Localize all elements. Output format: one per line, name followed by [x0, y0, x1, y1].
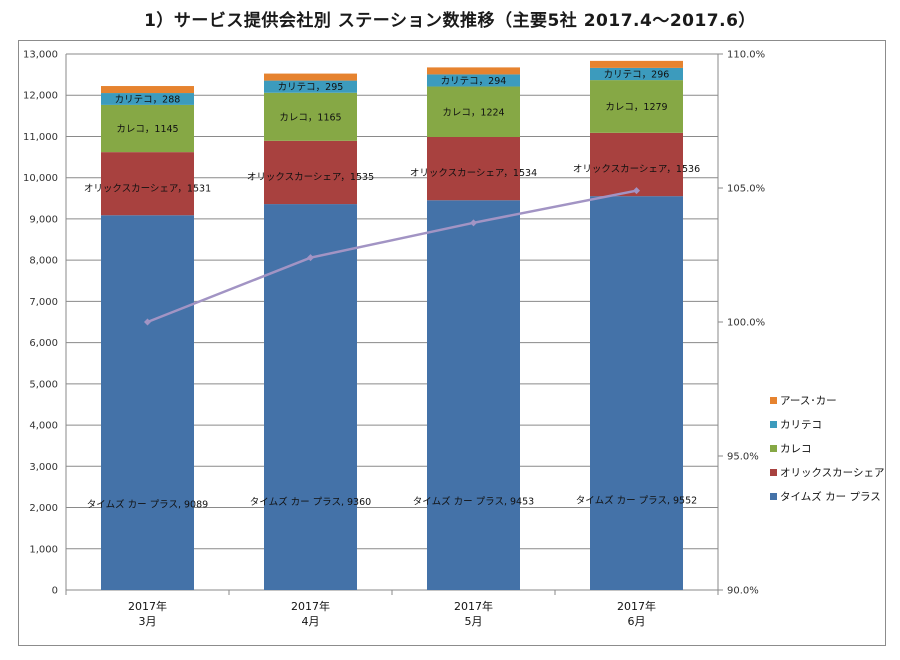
x-tick-label: 5月	[465, 615, 483, 628]
y-tick-label: 6,000	[29, 338, 58, 349]
bar-segment	[101, 215, 194, 590]
y-tick-label: 8,000	[29, 256, 58, 267]
legend-swatch	[770, 421, 777, 428]
legend-item: オリックスカーシェア	[780, 467, 884, 479]
growth-line-point	[633, 187, 640, 195]
bar-segment	[101, 104, 194, 153]
data-label: オリックスカーシェア，1534	[410, 168, 537, 179]
y-tick-label: 11,000	[23, 132, 58, 143]
legend-swatch	[770, 493, 777, 500]
y-tick-label: 9,000	[29, 214, 58, 225]
data-label: オリックスカーシェア，1535	[247, 172, 374, 183]
legend-item: タイムズ カー プラス	[780, 490, 881, 503]
bar-segment	[590, 196, 683, 590]
bar-segment	[427, 86, 520, 137]
bar-segment	[264, 80, 357, 93]
data-label: カリテコ，295	[278, 82, 344, 93]
y-tick-label: 3,000	[29, 462, 58, 473]
y-tick-label: 10,000	[23, 173, 58, 184]
data-label: オリックスカーシェア，1536	[573, 164, 700, 175]
x-tick-label: 6月	[628, 615, 646, 628]
data-label: カレコ，1145	[116, 124, 178, 135]
x-tick-label: 3月	[139, 615, 157, 628]
bar-segment	[427, 74, 520, 87]
data-label: カリテコ，296	[604, 69, 670, 80]
data-label: カリテコ，288	[115, 94, 181, 105]
legend-item: カリテコ	[780, 419, 822, 431]
y-tick-label: 2,000	[29, 503, 58, 514]
data-label: タイムズ カー プラス, 9552	[576, 494, 697, 506]
bar-segment	[427, 136, 520, 201]
y2-tick-label: 95.0%	[727, 452, 759, 463]
y-tick-label: 0	[52, 586, 58, 597]
bar-segment	[427, 200, 520, 590]
x-tick-label: 2017年	[454, 599, 493, 613]
bar-segment	[590, 60, 683, 68]
x-tick-label: 4月	[302, 615, 320, 628]
legend-item: アース･カー	[780, 395, 837, 407]
y2-tick-label: 110.0%	[727, 50, 765, 61]
y-tick-label: 4,000	[29, 421, 58, 432]
y2-tick-label: 90.0%	[727, 586, 759, 597]
data-label: カレコ，1224	[442, 107, 504, 118]
bar-segment	[590, 80, 683, 133]
y-tick-label: 5,000	[29, 379, 58, 390]
bar-segment	[264, 140, 357, 205]
y-tick-label: 1,000	[29, 544, 58, 555]
x-tick-label: 2017年	[291, 599, 330, 613]
y2-tick-label: 105.0%	[727, 184, 765, 195]
legend-swatch	[770, 469, 777, 476]
chart-title: 1）サービス提供会社別 ステーション数推移（主要5社 2017.4～2017.6…	[144, 11, 756, 31]
legend-swatch	[770, 397, 777, 404]
data-label: カリテコ，294	[441, 76, 507, 87]
growth-line-point	[144, 318, 151, 326]
bar-segment	[427, 67, 520, 75]
y-tick-label: 12,000	[23, 91, 58, 102]
x-tick-label: 2017年	[617, 599, 656, 613]
x-tick-label: 2017年	[128, 599, 167, 613]
growth-line	[147, 189, 637, 324]
bar-segment	[590, 67, 683, 81]
bar-segment	[101, 86, 194, 94]
data-label: カレコ，1279	[605, 102, 667, 113]
bar-segment	[590, 132, 683, 197]
y2-tick-label: 100.0%	[727, 318, 765, 329]
bar-segment	[264, 73, 357, 81]
y-tick-label: 7,000	[29, 297, 58, 308]
growth-line-point	[307, 254, 314, 262]
data-label: タイムズ カー プラス, 9089	[87, 499, 208, 511]
bar-segment	[101, 93, 194, 105]
bar-segment	[101, 152, 194, 216]
bar-segment	[264, 204, 357, 590]
data-label: カレコ，1165	[279, 112, 341, 123]
data-label: オリックスカーシェア，1531	[84, 183, 211, 194]
legend-swatch	[770, 445, 777, 452]
growth-line-point	[470, 219, 477, 227]
y-tick-label: 13,000	[23, 50, 58, 61]
bar-segment	[264, 92, 357, 141]
legend-item: カレコ	[780, 443, 812, 455]
data-label: タイムズ カー プラス, 9360	[250, 496, 371, 508]
data-label: タイムズ カー プラス, 9453	[413, 495, 534, 507]
